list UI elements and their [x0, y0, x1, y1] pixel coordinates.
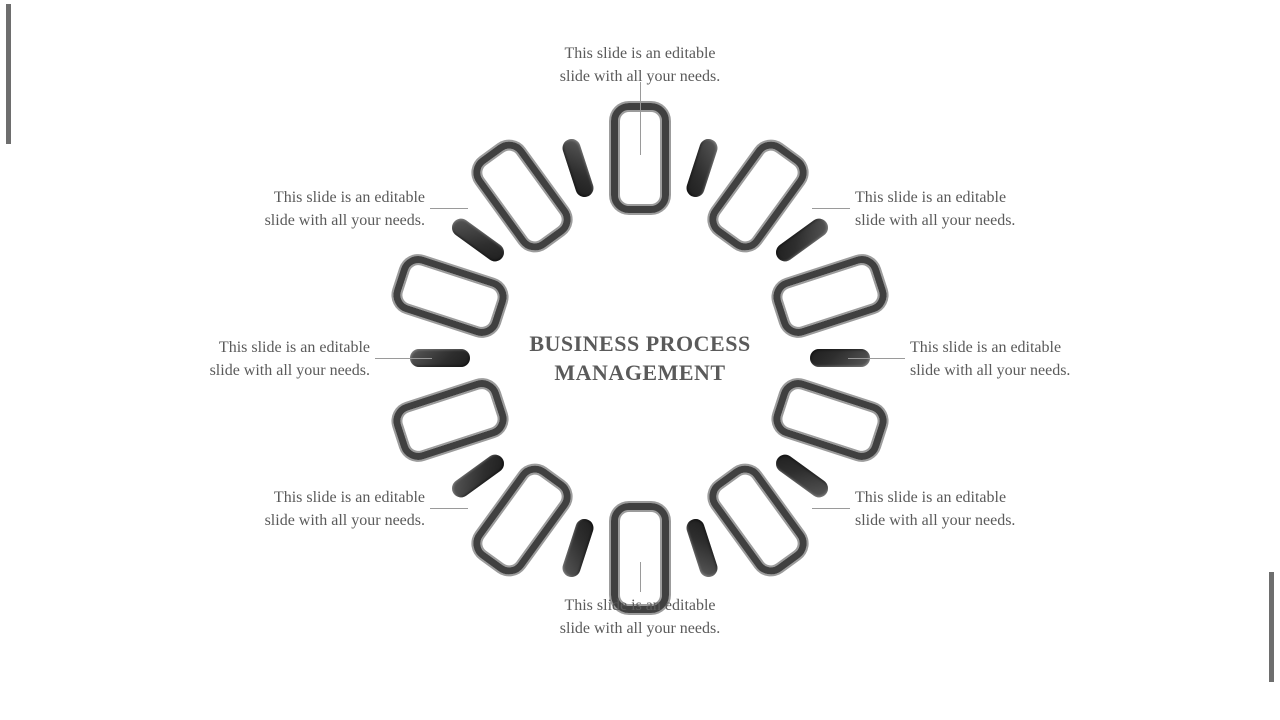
callout-line1: This slide is an editable [274, 189, 425, 206]
callout-mid-left: This slide is an editable slide with all … [160, 336, 370, 382]
callout-line1: This slide is an editable [564, 597, 715, 614]
leader-lower-left [430, 508, 468, 509]
callout-line2: slide with all your needs. [210, 362, 370, 379]
chain-link-outer [769, 375, 892, 464]
callout-upper-right: This slide is an editable slide with all … [855, 186, 1065, 232]
callout-lower-right: This slide is an editable slide with all … [855, 486, 1065, 532]
callout-lower-left: This slide is an editable slide with all … [215, 486, 425, 532]
leader-bottom [640, 562, 641, 592]
leader-lower-right [812, 508, 850, 509]
chain-link-inner [684, 517, 720, 580]
chain-link-outer [389, 375, 512, 464]
callout-line2: slide with all your needs. [855, 512, 1015, 529]
callout-line2: slide with all your needs. [265, 212, 425, 229]
callout-line1: This slide is an editable [855, 189, 1006, 206]
chain-link-inner [449, 451, 508, 501]
leader-upper-left [430, 208, 468, 209]
slide-stage: BUSINESS PROCESS MANAGEMENT This slide i… [0, 0, 1280, 720]
callout-bottom: This slide is an editable slide with all … [535, 594, 745, 640]
callout-line2: slide with all your needs. [560, 620, 720, 637]
chain-link-inner [772, 216, 831, 266]
center-title-line2: MANAGEMENT [554, 360, 725, 385]
leader-mid-left [375, 358, 432, 359]
callout-line2: slide with all your needs. [855, 212, 1015, 229]
chain-link-inner [772, 451, 831, 501]
leader-top [640, 82, 641, 155]
edge-bar-left [6, 4, 11, 144]
callout-upper-left: This slide is an editable slide with all … [215, 186, 425, 232]
callout-mid-right: This slide is an editable slide with all … [910, 336, 1120, 382]
center-title-line1: BUSINESS PROCESS [529, 331, 750, 356]
callout-line1: This slide is an editable [564, 45, 715, 62]
callout-line2: slide with all your needs. [265, 512, 425, 529]
callout-line1: This slide is an editable [910, 339, 1061, 356]
chain-link-inner [449, 216, 508, 266]
chain-link-outer [769, 252, 892, 341]
callout-line1: This slide is an editable [274, 489, 425, 506]
chain-link-inner [560, 517, 596, 580]
edge-bar-right [1269, 572, 1274, 682]
leader-upper-right [812, 208, 850, 209]
callout-line2: slide with all your needs. [910, 362, 1070, 379]
chain-link-inner [560, 136, 596, 199]
chain-link-inner [684, 136, 720, 199]
leader-mid-right [848, 358, 905, 359]
chain-link-outer [389, 252, 512, 341]
callout-line1: This slide is an editable [219, 339, 370, 356]
center-title: BUSINESS PROCESS MANAGEMENT [520, 330, 760, 387]
callout-line1: This slide is an editable [855, 489, 1006, 506]
